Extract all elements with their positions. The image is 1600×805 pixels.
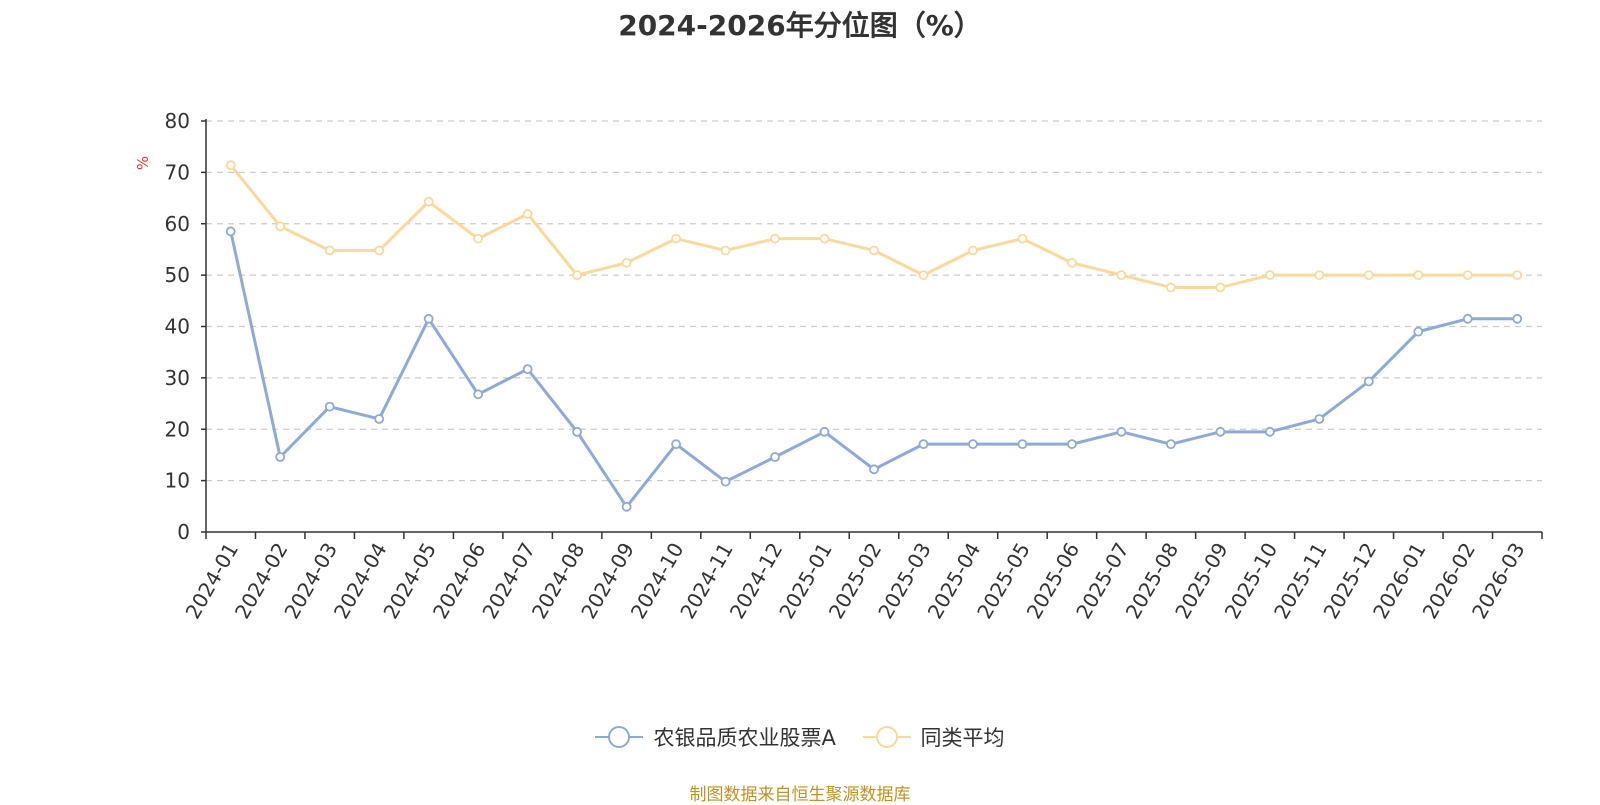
series-2-point [1067, 257, 1077, 268]
series-1-point [918, 439, 929, 450]
series-1-point [1413, 326, 1424, 337]
series-1-point [1165, 439, 1176, 450]
series-1-point [225, 226, 236, 237]
y-tick-label: 50 [165, 263, 190, 287]
series-1-point [819, 426, 830, 437]
series-2-point [324, 245, 335, 256]
series-2-point [770, 233, 780, 244]
series-2-point [720, 245, 731, 256]
series-2-point [671, 233, 681, 244]
series-2-point [1462, 270, 1473, 281]
series-1-point [374, 414, 385, 424]
series-1-point [423, 313, 434, 324]
series-2-point [473, 233, 484, 244]
series-1-point [275, 452, 286, 462]
series-2-point [968, 245, 978, 256]
legend-item-series-1[interactable]: 农银品质农业股票A [595, 722, 836, 752]
series-2-point [1512, 270, 1523, 281]
y-axis-unit: % [134, 156, 152, 170]
series-2-point [1264, 270, 1275, 281]
legend-label-series-2: 同类平均 [920, 726, 1005, 750]
series-1-point [1017, 439, 1028, 450]
data-source-note: 制图数据来自恒生聚源数据库 [689, 785, 911, 805]
series-2-point [1314, 270, 1325, 281]
series-1-point [522, 364, 533, 375]
chart-title: 2024-2026年分位图（%） [618, 9, 982, 42]
y-tick-label: 30 [165, 366, 190, 390]
y-tick-label: 10 [165, 469, 190, 493]
y-tick-label: 40 [165, 315, 190, 339]
series-1-point [621, 501, 632, 512]
series-1-point [1512, 313, 1523, 324]
series-1-point [1264, 426, 1275, 437]
series-2-point [1165, 282, 1176, 293]
series-2-point [1116, 270, 1127, 281]
series-2-point [1413, 270, 1424, 281]
series-1-point [1116, 426, 1127, 437]
series-2-point [275, 221, 286, 232]
y-tick-label: 20 [165, 417, 190, 441]
series-2-point [869, 245, 879, 256]
series-1-point [720, 476, 731, 487]
series-2-point [621, 257, 632, 268]
series-1-point [869, 464, 879, 475]
y-tick-label: 0 [177, 520, 190, 544]
series-1-point [968, 439, 978, 450]
series-1-point [1215, 426, 1226, 437]
legend-marker-series-2 [862, 726, 911, 748]
series-2-point [819, 233, 830, 244]
legend-label-series-1: 农银品质农业股票A [653, 726, 836, 750]
legend: 农银品质农业股票A 同类平均 [0, 722, 1600, 754]
legend-marker-series-1 [595, 726, 644, 748]
series-2-point [423, 196, 434, 207]
series-1-point [572, 426, 583, 437]
series-2-point [522, 209, 533, 219]
series-1-point [770, 452, 780, 462]
y-tick-label: 70 [165, 160, 190, 184]
series-2-point [918, 270, 929, 281]
legend-item-series-2[interactable]: 同类平均 [862, 722, 1005, 752]
series-1-point [1363, 376, 1374, 387]
series-1-point [671, 439, 681, 450]
series-1-point [324, 401, 335, 412]
series-2-point [1017, 233, 1028, 244]
series-1-point [1067, 439, 1077, 450]
y-tick-label: 80 [165, 109, 190, 133]
series-2-point [572, 270, 583, 281]
y-tick-label: 60 [165, 212, 190, 236]
series-1-point [1314, 414, 1325, 424]
series-2-point [374, 245, 385, 256]
series-2-point [1215, 282, 1226, 293]
series-2-point [1363, 270, 1374, 281]
series-1-point [473, 389, 484, 400]
series-1-point [1462, 313, 1473, 324]
series-line-2 [229, 164, 1518, 289]
series-2-point [225, 160, 236, 171]
